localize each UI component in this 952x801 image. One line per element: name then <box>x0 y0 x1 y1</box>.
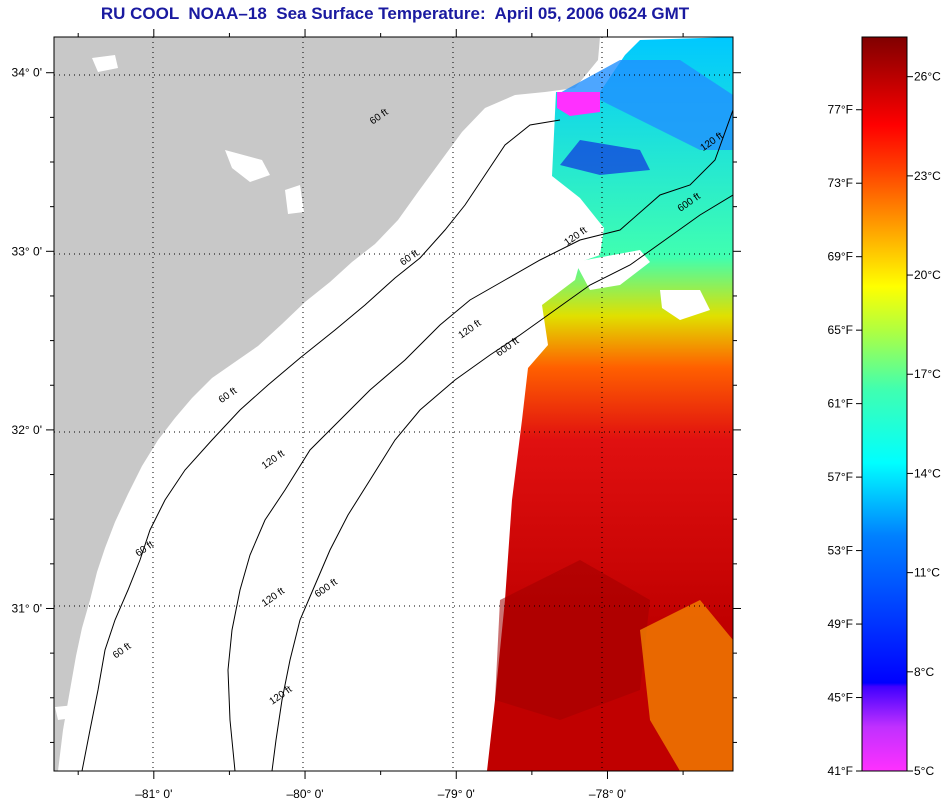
colorbar-c-label: 26°C <box>914 70 941 84</box>
map-title: RU COOL NOAA–18 Sea Surface Temperature:… <box>100 4 690 23</box>
colorbar-c-label: 20°C <box>914 268 941 282</box>
colorbar-fahrenheit-labels: 77°F 73°F 69°F 65°F 61°F 57°F 53°F 49°F 45°F 41°F <box>828 103 862 778</box>
lon-tick-label: –81° 0' <box>135 787 172 801</box>
lon-tick-label: –80° 0' <box>286 787 323 801</box>
graticule <box>54 37 733 771</box>
lat-tick-label: 33° 0' <box>12 244 42 258</box>
colorbar-f-label: 41°F <box>828 764 853 778</box>
lat-tick-label: 31° 0' <box>12 601 42 615</box>
isobath-60ft <box>81 119 561 771</box>
lon-tick-label: –79° 0' <box>438 787 475 801</box>
longitude-labels: –81° 0' –80° 0' –79° 0' –78° 0' <box>135 787 626 801</box>
colorbar-f-label: 61°F <box>828 397 853 411</box>
colorbar-c-label: 8°C <box>914 665 934 679</box>
latitude-labels: 34° 0' 33° 0' 32° 0' 31° 0' <box>12 66 42 616</box>
colorbar-f-label: 65°F <box>828 323 853 337</box>
colorbar-f-label: 49°F <box>828 617 853 631</box>
map-frame <box>53 36 734 772</box>
axis-ticks <box>46 29 741 779</box>
colorbar-f-label: 53°F <box>828 544 853 558</box>
sst-magenta-patch <box>557 92 600 116</box>
colorbar-c-label: 17°C <box>914 367 941 381</box>
colorbar-c-label: 11°C <box>914 566 940 580</box>
colorbar-gradient <box>861 36 908 772</box>
sst-warm-core <box>495 560 650 720</box>
colorbar-c-label: 23°C <box>914 169 941 183</box>
isobath-600ft <box>271 194 733 771</box>
land-area <box>54 37 600 771</box>
isobath-contours <box>81 109 733 771</box>
sst-cold-core <box>560 140 650 175</box>
colorbar-c-label: 5°C <box>914 764 934 778</box>
colorbar-f-label: 57°F <box>828 470 853 484</box>
lat-tick-label: 34° 0' <box>12 66 42 80</box>
sst-yellow-zone <box>640 600 733 771</box>
colorbar-f-label: 69°F <box>828 250 853 264</box>
isobath-120ft <box>227 109 733 771</box>
colorbar-c-label: 14°C <box>914 466 941 480</box>
cloud-mask <box>575 250 710 320</box>
colorbar: 77°F 73°F 69°F 65°F 61°F 57°F 53°F 49°F 45°F 41°F… <box>828 36 941 778</box>
lon-tick-label: –78° 0' <box>589 787 626 801</box>
colorbar-f-label: 45°F <box>828 691 853 705</box>
lat-tick-label: 32° 0' <box>12 423 42 437</box>
colorbar-f-label: 73°F <box>828 176 853 190</box>
sst-cool-zone <box>556 60 733 150</box>
colorbar-celsius-labels: 26°C 23°C 20°C 17°C 14°C 11°C 8°C 5°C <box>907 70 941 778</box>
colorbar-f-label: 77°F <box>828 103 853 117</box>
